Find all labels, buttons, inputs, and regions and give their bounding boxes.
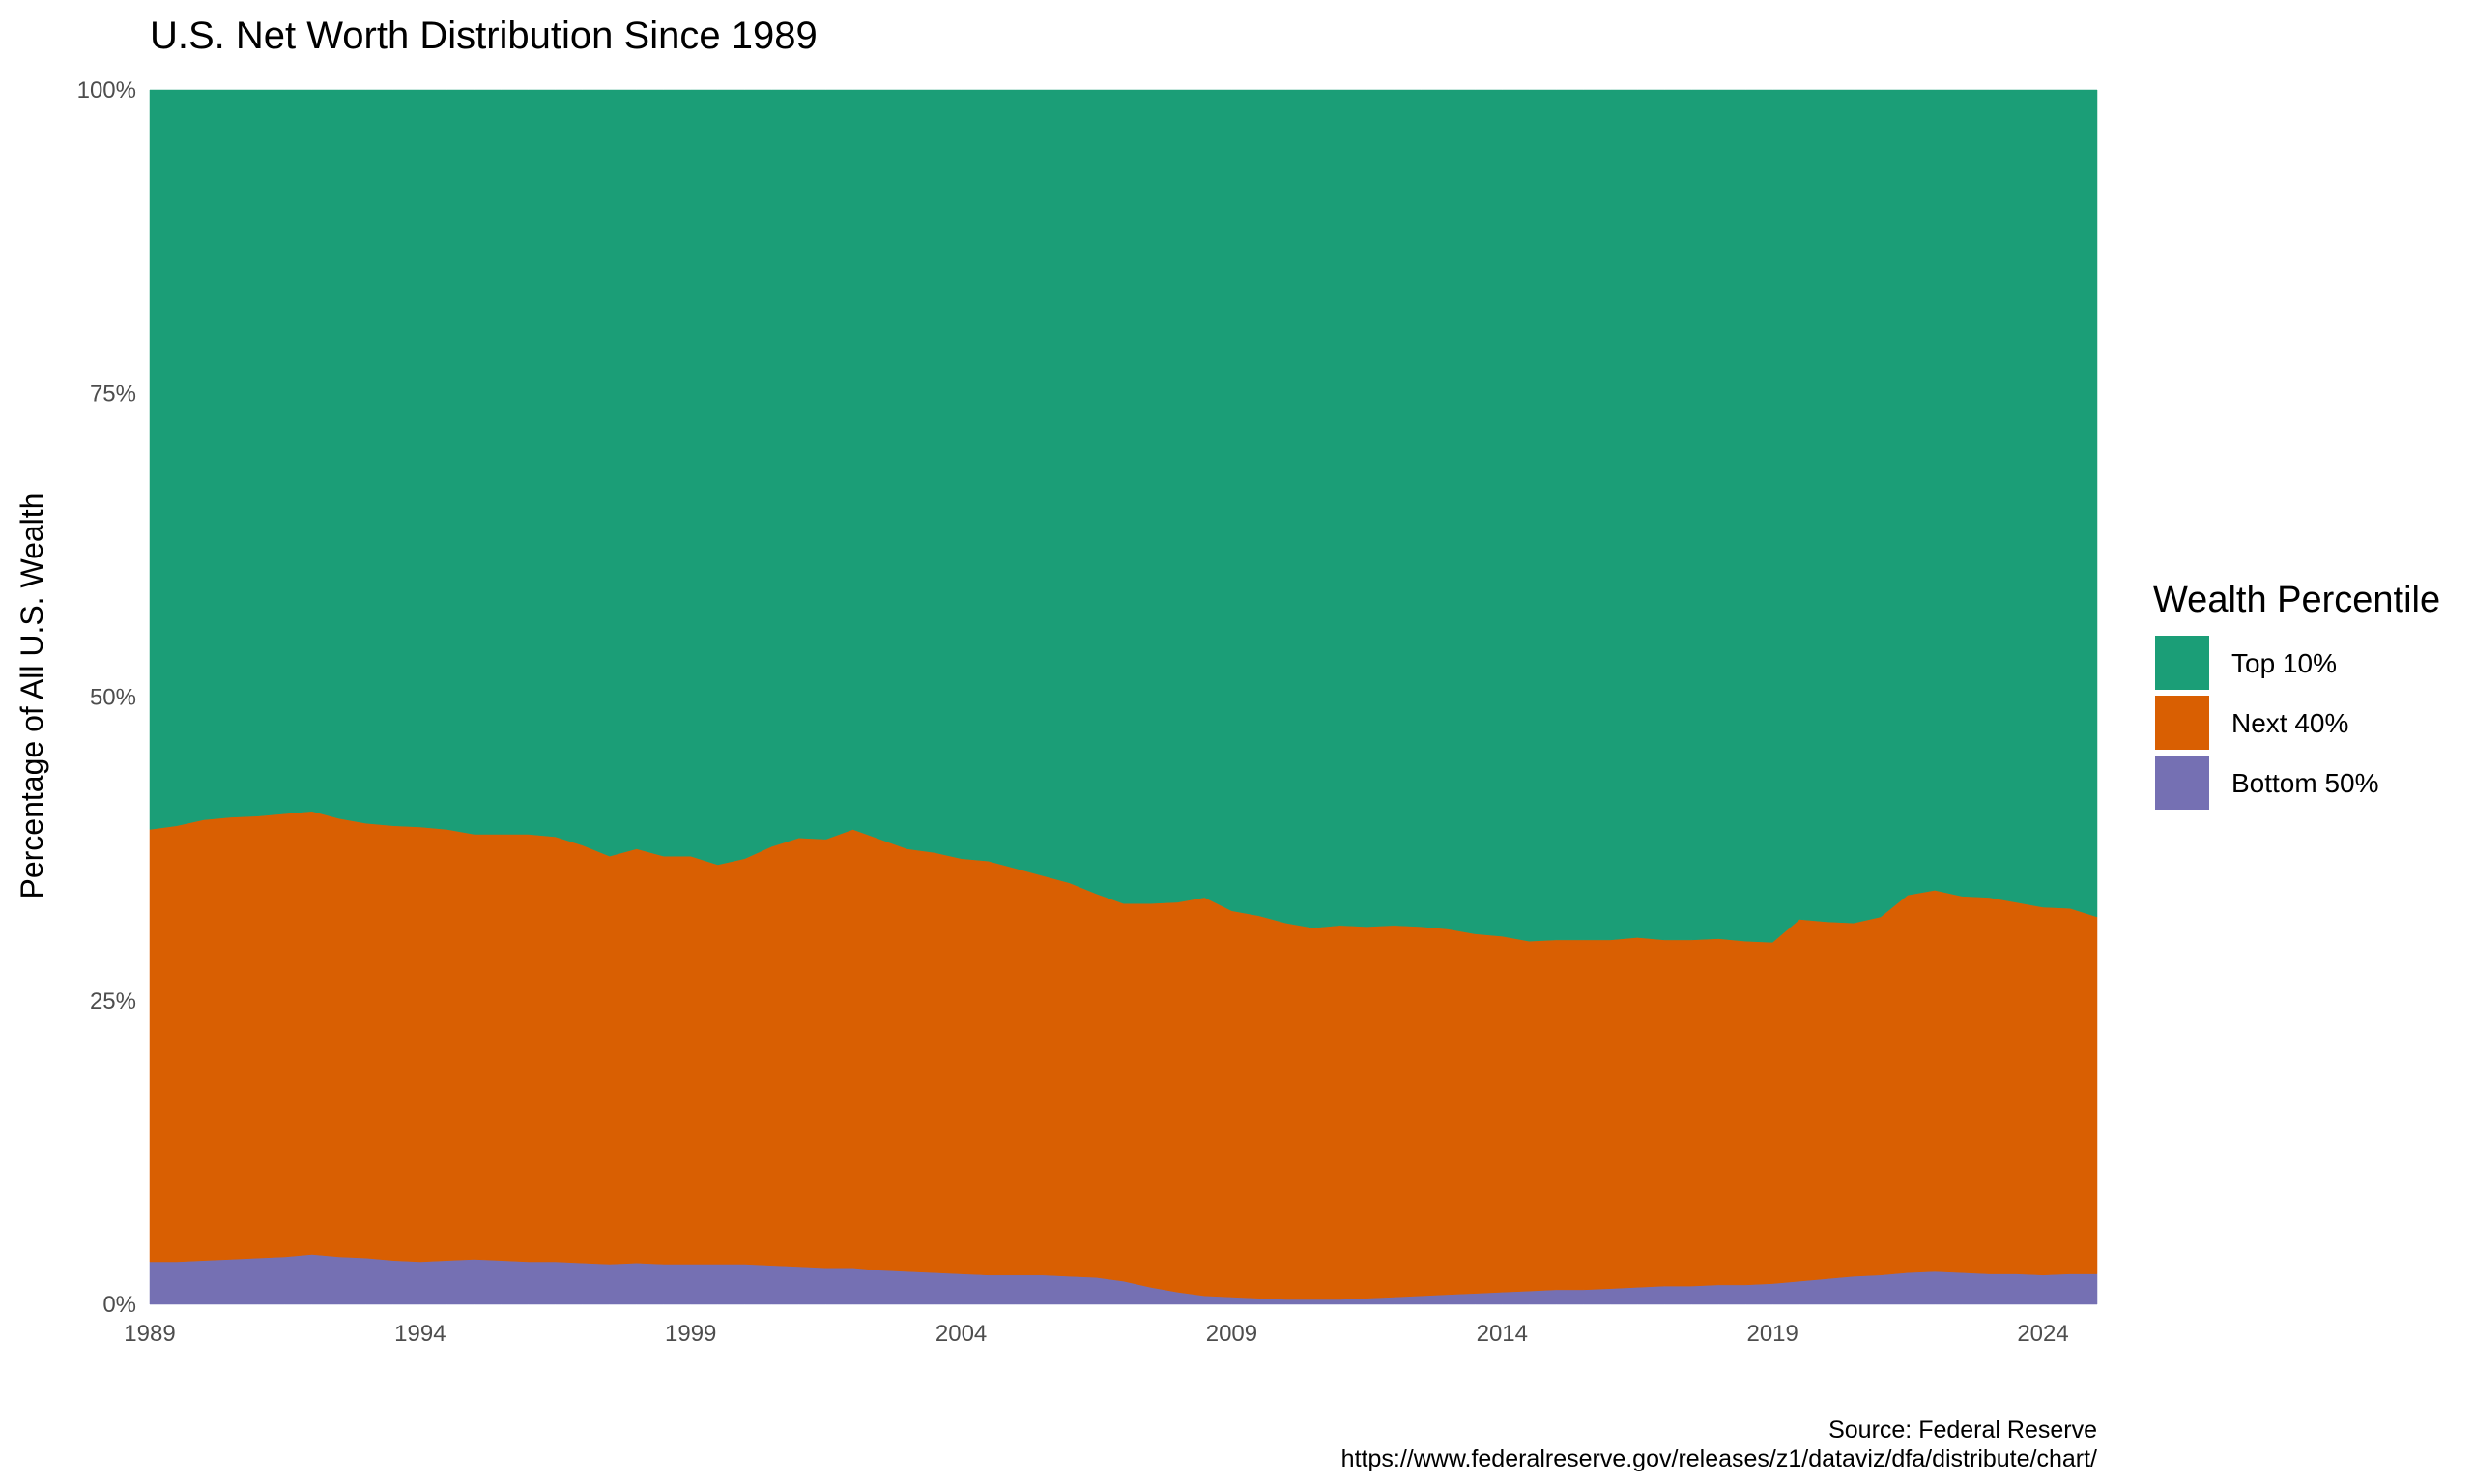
caption: Source: Federal Reserve https://www.fede… xyxy=(1341,1416,2097,1472)
legend-key xyxy=(2155,636,2209,690)
x-tick-label: 1999 xyxy=(665,1321,716,1347)
x-axis: 1989 1994 1999 2004 2009 2014 2019 2024 xyxy=(124,1321,2068,1347)
y-axis-title: Percentage of All U.S. Wealth xyxy=(14,493,49,899)
x-tick-label: 2024 xyxy=(2017,1321,2068,1347)
area-top-10 xyxy=(149,89,2098,943)
x-tick-label: 2009 xyxy=(1206,1321,1257,1347)
x-tick-label: 2014 xyxy=(1477,1321,1528,1347)
legend-label: Next 40% xyxy=(2231,708,2348,738)
y-tick-label: 25% xyxy=(90,988,136,1014)
legend: Wealth Percentile Top 10% Next 40% Bottom … xyxy=(2153,580,2440,810)
y-tick-label: 75% xyxy=(90,381,136,407)
x-tick-label: 2019 xyxy=(1746,1321,1798,1347)
stacked-areas xyxy=(149,89,2098,1305)
x-tick-label: 2004 xyxy=(935,1321,987,1347)
x-tick-label: 1994 xyxy=(394,1321,446,1347)
chart-title: U.S. Net Worth Distribution Since 1989 xyxy=(150,14,818,57)
y-tick-label: 100% xyxy=(77,77,136,103)
legend-title: Wealth Percentile xyxy=(2153,580,2440,620)
legend-key xyxy=(2155,696,2209,750)
legend-label: Top 10% xyxy=(2231,648,2337,678)
y-tick-label: 50% xyxy=(90,685,136,711)
y-axis: 0% 25% 50% 75% 100% xyxy=(77,77,136,1318)
caption-source: Source: Federal Reserve xyxy=(1828,1416,2097,1443)
x-tick-label: 1989 xyxy=(124,1321,175,1347)
y-tick-label: 0% xyxy=(102,1292,136,1318)
legend-label: Bottom 50% xyxy=(2231,768,2379,798)
legend-key xyxy=(2155,756,2209,810)
caption-url: https://www.federalreserve.gov/releases/… xyxy=(1341,1445,2097,1472)
